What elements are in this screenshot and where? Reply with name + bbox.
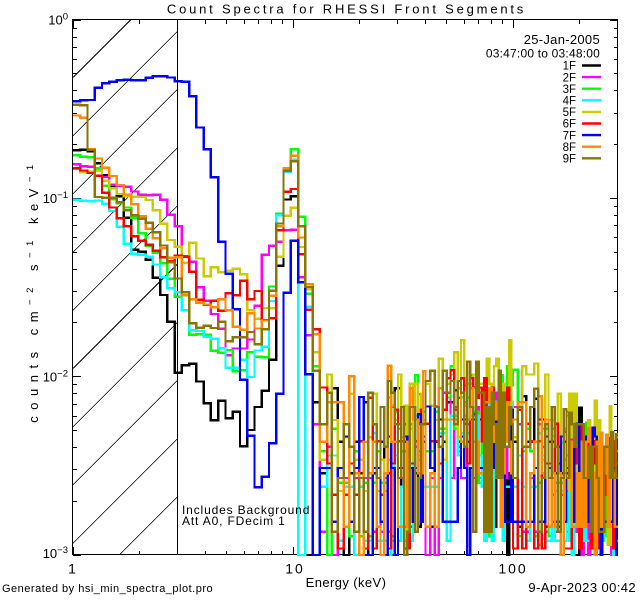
svg-text:3F: 3F	[563, 84, 576, 96]
svg-text:6F: 6F	[563, 119, 576, 131]
svg-text:4F: 4F	[563, 96, 576, 108]
svg-text:Count Spectra for RHESSI Front: Count Spectra for RHESSI Front Segments	[167, 2, 526, 17]
svg-text:Att A0, FDecim 1: Att A0, FDecim 1	[182, 514, 286, 528]
svg-text:25-Jan-2005: 25-Jan-2005	[524, 32, 600, 47]
svg-text:Includes Background: Includes Background	[182, 503, 310, 517]
svg-text:9-Apr-2023 00:42: 9-Apr-2023 00:42	[528, 580, 636, 595]
svg-text:100: 100	[498, 561, 527, 577]
svg-text:9F: 9F	[563, 154, 576, 166]
svg-text:2F: 2F	[563, 72, 576, 84]
svg-text:10: 10	[285, 561, 305, 577]
svg-text:5F: 5F	[563, 107, 576, 119]
svg-text:8F: 8F	[563, 142, 576, 154]
svg-text:1F: 1F	[563, 61, 576, 73]
svg-text:counts cm−2 s−1 keV−1: counts cm−2 s−1 keV−1	[25, 158, 41, 422]
svg-text:Generated by hsi_min_spectra_p: Generated by hsi_min_spectra_plot.pro	[2, 583, 213, 595]
svg-text:1: 1	[68, 561, 78, 577]
svg-text:Energy (keV): Energy (keV)	[306, 575, 387, 590]
svg-text:7F: 7F	[563, 130, 576, 142]
svg-text:03:47:00 to 03:48:00: 03:47:00 to 03:48:00	[486, 47, 600, 61]
